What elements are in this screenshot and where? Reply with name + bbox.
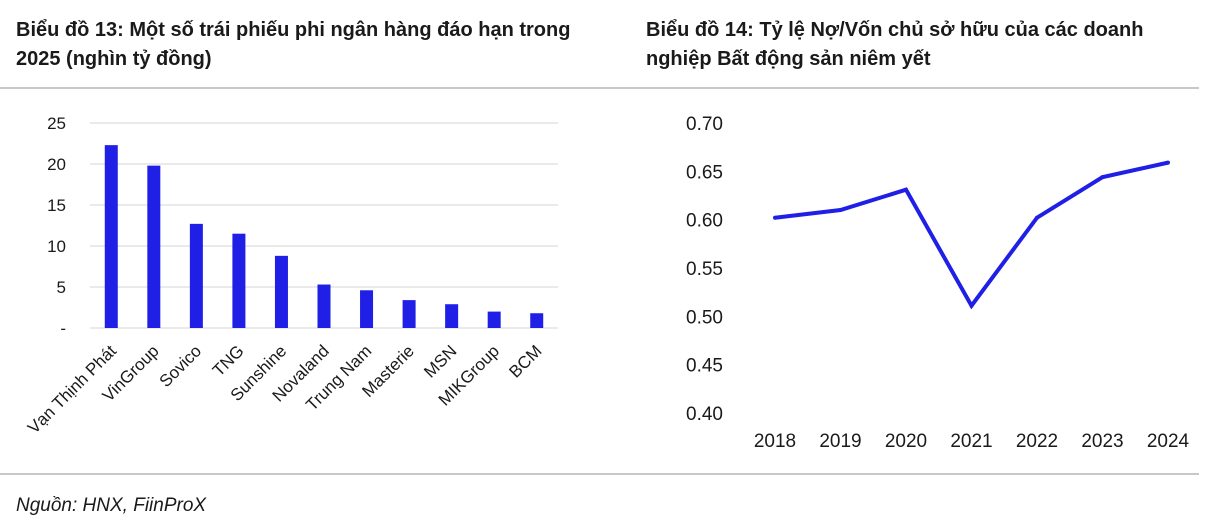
line-y-tick-label: 0.55 (686, 259, 723, 280)
bar-y-tick-label: 25 (47, 114, 66, 133)
bar (147, 165, 161, 328)
bar (232, 233, 246, 328)
bar (274, 255, 288, 328)
line-x-tick-label: 2021 (950, 431, 992, 452)
bar (317, 284, 331, 328)
line-y-tick-label: 0.60 (686, 211, 723, 232)
line-y-tick-label: 0.45 (686, 356, 723, 377)
line-point (904, 187, 908, 192)
line-x-tick-label: 2020 (885, 431, 927, 452)
bar-x-tick-label: Sovico (156, 341, 206, 391)
bar-y-tick-label: 10 (47, 237, 66, 256)
bar (104, 145, 118, 328)
bar (360, 290, 374, 328)
source-note: Nguồn: HNX, FiinProX (16, 495, 207, 516)
line-point (1166, 160, 1170, 165)
line-series (774, 160, 1169, 310)
line-chart-14: 0.40 0.45 0.50 0.55 0.60 0.65 0.70 2018 2019 2020… (686, 114, 1190, 452)
line-point (1035, 215, 1039, 220)
bar-y-tick-label: 15 (47, 196, 66, 215)
line-x-tick-label: 2018 (754, 431, 796, 452)
bar-x-tick-label: TNG (209, 341, 248, 380)
chart-14-title: Biểu đồ 14: Tỷ lệ Nợ/Vốn chủ sở hữu của … (646, 19, 1144, 70)
bar (530, 313, 544, 328)
bar-y-tick-label: 5 (57, 278, 66, 297)
line-y-tick-label: 0.65 (686, 162, 723, 183)
line-x-tick-label: 2019 (819, 431, 861, 452)
bar (189, 223, 203, 328)
line-point (1100, 175, 1105, 180)
bar-y-tick-label: 20 (47, 155, 66, 174)
line-y-tick-label: 0.50 (686, 307, 723, 328)
line-y-tick-label: 0.40 (686, 404, 723, 425)
bar-y-tick-label: - (60, 319, 66, 338)
line-x-tick-label: 2024 (1147, 431, 1190, 452)
top-divider (0, 87, 1199, 89)
line-y-tick-label: 0.70 (686, 114, 723, 135)
bar (402, 300, 416, 328)
bar (445, 304, 459, 328)
bar (487, 311, 501, 328)
line-point (838, 208, 843, 212)
chart-13-title: Biểu đồ 13: Một số trái phiếu phi ngân h… (16, 19, 571, 70)
bottom-divider (0, 473, 1199, 475)
bar-x-tick-label: BCM (505, 341, 545, 381)
line-point (969, 303, 974, 308)
line-point (773, 215, 777, 220)
line-x-tick-label: 2023 (1081, 431, 1123, 452)
line-x-tick-label: 2022 (1016, 431, 1058, 452)
